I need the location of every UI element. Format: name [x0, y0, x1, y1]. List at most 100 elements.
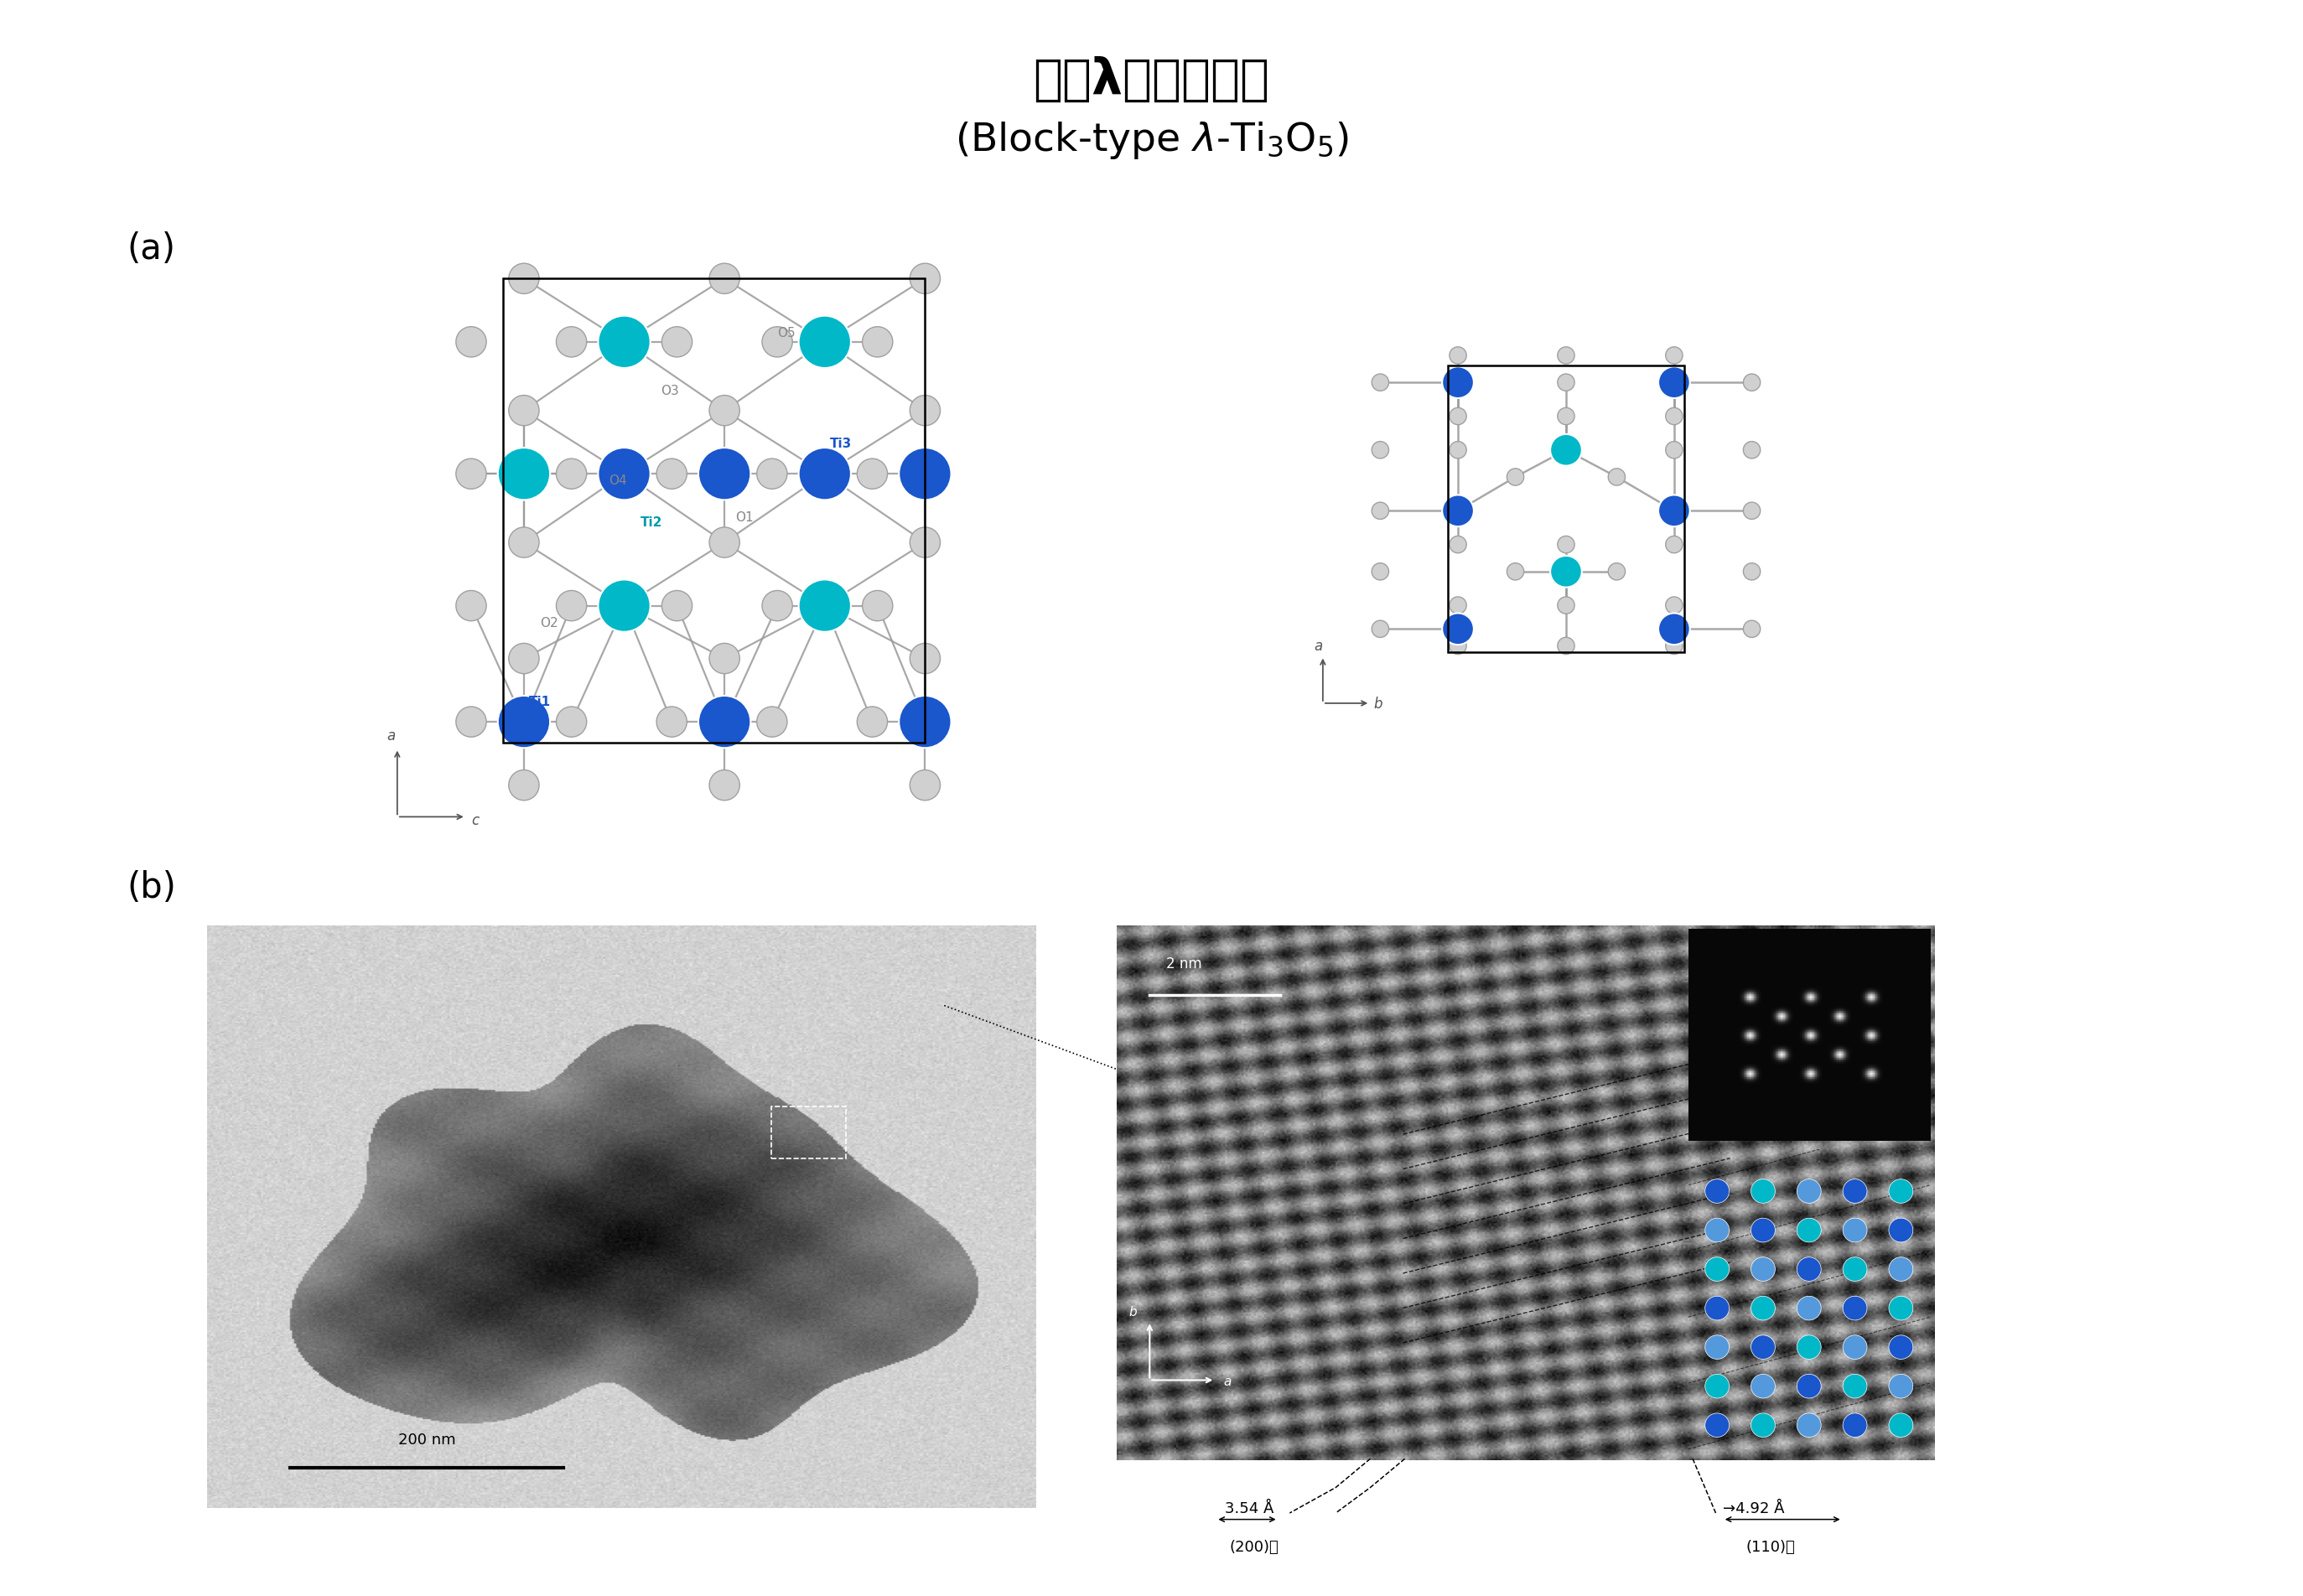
Text: O3: O3: [661, 385, 679, 397]
Ellipse shape: [910, 527, 940, 557]
Ellipse shape: [1704, 1336, 1730, 1360]
Ellipse shape: [799, 316, 850, 369]
Ellipse shape: [1743, 373, 1759, 391]
Ellipse shape: [698, 447, 751, 500]
Ellipse shape: [1607, 469, 1626, 485]
Ellipse shape: [1665, 346, 1683, 364]
Ellipse shape: [1750, 1218, 1776, 1242]
Ellipse shape: [1665, 442, 1683, 458]
Ellipse shape: [698, 696, 751, 749]
Text: 2 nm: 2 nm: [1165, 956, 1202, 972]
Bar: [772, 1106, 845, 1159]
Ellipse shape: [1750, 1336, 1776, 1360]
Ellipse shape: [1373, 442, 1389, 458]
Text: b: b: [1128, 1306, 1138, 1318]
Ellipse shape: [1449, 442, 1467, 458]
Ellipse shape: [1557, 597, 1575, 614]
Ellipse shape: [1449, 373, 1467, 391]
Ellipse shape: [1704, 1218, 1730, 1242]
Ellipse shape: [1665, 597, 1683, 614]
Text: a: a: [1315, 638, 1322, 654]
Text: O1: O1: [735, 511, 753, 523]
Ellipse shape: [1704, 1296, 1730, 1320]
Ellipse shape: [1888, 1296, 1914, 1320]
Ellipse shape: [910, 643, 940, 674]
Ellipse shape: [1842, 1336, 1868, 1360]
Text: (110)面: (110)面: [1746, 1540, 1794, 1555]
Text: (200)面: (200)面: [1230, 1540, 1278, 1555]
Ellipse shape: [456, 591, 486, 621]
Ellipse shape: [1658, 613, 1690, 645]
Ellipse shape: [1750, 1412, 1776, 1436]
Ellipse shape: [1449, 346, 1467, 364]
Ellipse shape: [497, 696, 550, 749]
Ellipse shape: [709, 643, 739, 674]
Ellipse shape: [1550, 434, 1582, 466]
Ellipse shape: [509, 643, 539, 674]
Ellipse shape: [1658, 367, 1690, 397]
Ellipse shape: [1665, 536, 1683, 552]
Ellipse shape: [1665, 373, 1683, 391]
Ellipse shape: [1796, 1218, 1822, 1242]
Text: O2: O2: [539, 616, 557, 629]
Ellipse shape: [1842, 1258, 1868, 1282]
Ellipse shape: [1842, 1374, 1868, 1398]
Ellipse shape: [1607, 563, 1626, 579]
Ellipse shape: [709, 396, 739, 426]
Ellipse shape: [1796, 1179, 1822, 1203]
Ellipse shape: [1665, 407, 1683, 425]
Text: O5: O5: [778, 327, 795, 338]
Ellipse shape: [509, 396, 539, 426]
Text: b: b: [1373, 696, 1382, 712]
Ellipse shape: [1442, 495, 1474, 527]
Ellipse shape: [509, 769, 539, 800]
Ellipse shape: [1373, 621, 1389, 637]
Ellipse shape: [861, 591, 894, 621]
Bar: [1449, 365, 1683, 653]
Ellipse shape: [1704, 1179, 1730, 1203]
Ellipse shape: [709, 769, 739, 800]
Ellipse shape: [456, 327, 486, 358]
Ellipse shape: [661, 327, 693, 358]
Text: Ti1: Ti1: [530, 696, 550, 709]
Ellipse shape: [1442, 367, 1474, 397]
Ellipse shape: [1750, 1258, 1776, 1282]
Ellipse shape: [910, 769, 940, 800]
Ellipse shape: [509, 527, 539, 557]
Ellipse shape: [1888, 1374, 1914, 1398]
Ellipse shape: [1658, 495, 1690, 527]
Ellipse shape: [799, 579, 850, 632]
Ellipse shape: [1449, 637, 1467, 654]
Text: (a): (a): [127, 231, 175, 267]
Ellipse shape: [1704, 1374, 1730, 1398]
Ellipse shape: [1506, 563, 1525, 579]
Ellipse shape: [599, 447, 649, 500]
Ellipse shape: [1743, 563, 1759, 579]
Ellipse shape: [509, 263, 539, 294]
Ellipse shape: [599, 579, 649, 632]
Text: 块状λ五氧化三钛: 块状λ五氧化三钛: [1034, 56, 1269, 104]
Ellipse shape: [1665, 637, 1683, 654]
Ellipse shape: [1750, 1374, 1776, 1398]
Ellipse shape: [1557, 536, 1575, 552]
Ellipse shape: [1557, 373, 1575, 391]
Ellipse shape: [456, 707, 486, 737]
Ellipse shape: [557, 458, 587, 488]
Text: c: c: [472, 812, 479, 828]
Ellipse shape: [898, 447, 951, 500]
Ellipse shape: [799, 447, 850, 500]
Ellipse shape: [1796, 1336, 1822, 1360]
Ellipse shape: [1557, 637, 1575, 654]
Ellipse shape: [910, 263, 940, 294]
Ellipse shape: [1796, 1412, 1822, 1436]
Ellipse shape: [910, 396, 940, 426]
Ellipse shape: [1442, 613, 1474, 645]
Text: 3.54 Å: 3.54 Å: [1225, 1502, 1274, 1516]
Ellipse shape: [1796, 1296, 1822, 1320]
Text: Ti2: Ti2: [640, 517, 663, 528]
Text: →4.92 Å: →4.92 Å: [1723, 1502, 1785, 1516]
Ellipse shape: [1743, 621, 1759, 637]
Ellipse shape: [656, 707, 686, 737]
Ellipse shape: [1550, 555, 1582, 587]
Ellipse shape: [857, 707, 887, 737]
